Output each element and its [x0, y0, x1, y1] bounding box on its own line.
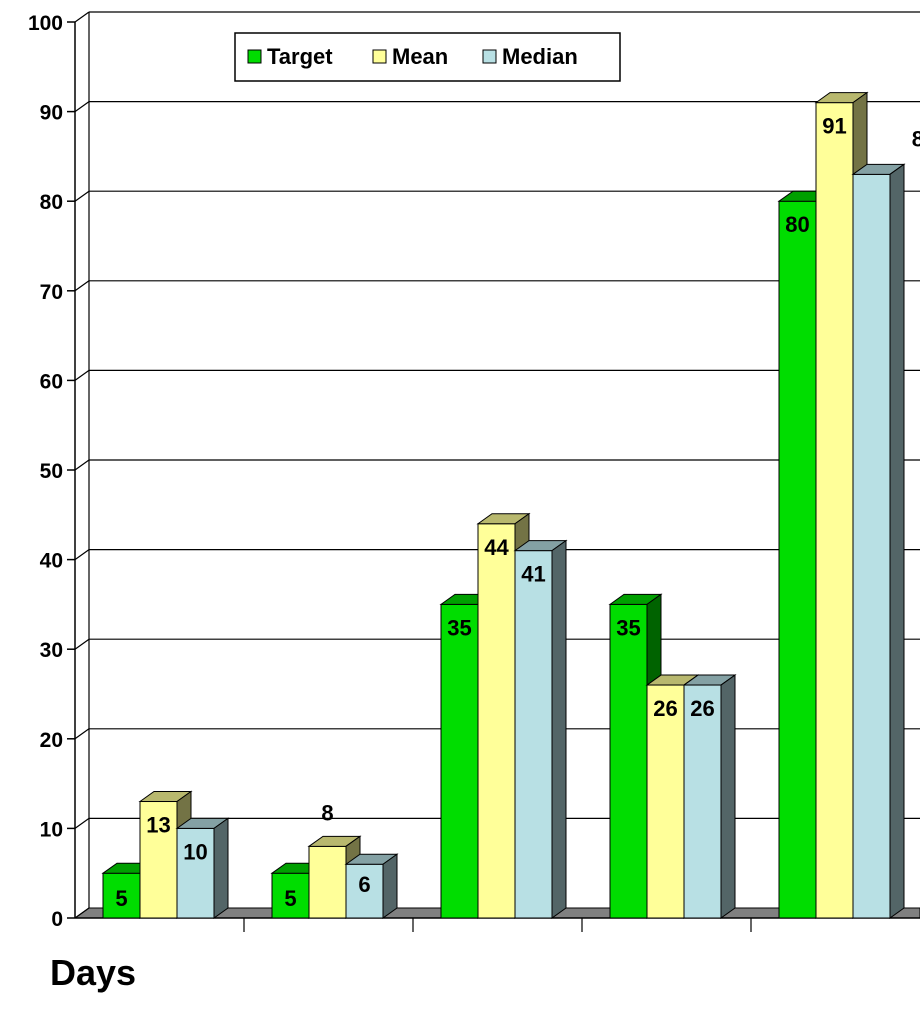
y-tick-label: 20: [40, 729, 63, 752]
data-label: 35: [447, 615, 471, 640]
data-label: 80: [785, 212, 809, 237]
data-label: 5: [284, 886, 296, 911]
y-tick-depth: [74, 459, 90, 471]
y-tick-depth: [74, 728, 90, 740]
y-tick-depth: [74, 638, 90, 650]
y-tick-label: 30: [40, 639, 63, 662]
y-tick-label: 50: [40, 460, 63, 483]
y-tick-depth: [74, 817, 90, 829]
legend-label: Mean: [392, 44, 448, 69]
bar-target-3: [440, 603, 479, 919]
category-label: MTF MEB: [616, 946, 716, 950]
y-tick-depth: [74, 549, 90, 561]
bar-target-1: [102, 872, 141, 919]
y-tick-label: 0: [51, 908, 63, 931]
y-tick-depth: [74, 11, 90, 23]
y-tick-label: 80: [40, 191, 63, 214]
y-tick-label: 90: [40, 102, 63, 125]
data-label: 35: [616, 615, 640, 640]
data-label: 8: [321, 800, 333, 825]
data-label: 6: [358, 872, 370, 897]
bar-mean-4: [646, 684, 685, 919]
legend: Target Mean Median: [234, 32, 621, 82]
y-tick-label: 10: [40, 818, 63, 841]
y-tick-depth: [74, 101, 90, 113]
bar-median-1: [176, 827, 215, 919]
data-label: 91: [822, 114, 846, 139]
bar-median-2: [345, 863, 384, 919]
data-label: 26: [653, 696, 677, 721]
category-label: Referral: [118, 946, 201, 950]
bar-side: [213, 817, 229, 919]
y-tick-label: 40: [40, 550, 63, 573]
data-label: 5: [115, 886, 127, 911]
legend-swatch: [247, 49, 262, 64]
data-label: 41: [521, 562, 545, 587]
y-tick-depth: [74, 280, 90, 292]
bar-median-5: [852, 173, 891, 919]
data-label: 83: [912, 126, 920, 151]
bar-side: [720, 674, 736, 919]
bar-mean-3: [477, 523, 516, 919]
legend-swatch: [482, 49, 497, 64]
category-label: Claim Dev.: [273, 946, 384, 950]
bars: [101, 91, 906, 919]
y-tick-depth: [74, 907, 90, 919]
y-tick-label: 70: [40, 281, 63, 304]
category-label: Total MEB: [783, 946, 889, 950]
bar-median-3: [514, 550, 553, 919]
legend-label: Target: [267, 44, 333, 69]
bar-side: [382, 853, 398, 919]
bar-side: [889, 163, 905, 919]
data-label: 13: [146, 813, 170, 838]
bar-chart: 0 10 20 30 40 50 60 70 80 90 100 Referral Claim Dev.…: [28, 11, 920, 950]
legend-box: [234, 32, 621, 82]
category-label: Med Eval: [450, 946, 545, 950]
bar-side: [551, 539, 567, 919]
x-axis-label: Days: [50, 952, 137, 993]
bar-mean-2: [308, 845, 347, 919]
bar-target-4: [609, 603, 648, 919]
data-labels: 5 13 10 5 8 6 35 44 41 35 26 26 80 91 83: [115, 114, 920, 911]
bar-target-2: [271, 872, 310, 919]
y-tick-label: 60: [40, 370, 63, 393]
bar-mean-5: [815, 102, 854, 919]
legend-label: Median: [502, 44, 578, 69]
data-label: 44: [484, 535, 509, 560]
bar-target-5: [778, 200, 817, 919]
data-label: 10: [183, 839, 207, 864]
gridlines: [88, 11, 920, 908]
data-label: 26: [690, 696, 714, 721]
y-tick-depth: [74, 369, 90, 381]
y-tick-label: 100: [28, 12, 63, 35]
bar-mean-1: [139, 801, 178, 919]
axes: 0 10 20 30 40 50 60 70 80 90 100 Referral Claim Dev.…: [28, 11, 920, 950]
y-tick-depth: [74, 190, 90, 202]
legend-swatch: [372, 49, 387, 64]
